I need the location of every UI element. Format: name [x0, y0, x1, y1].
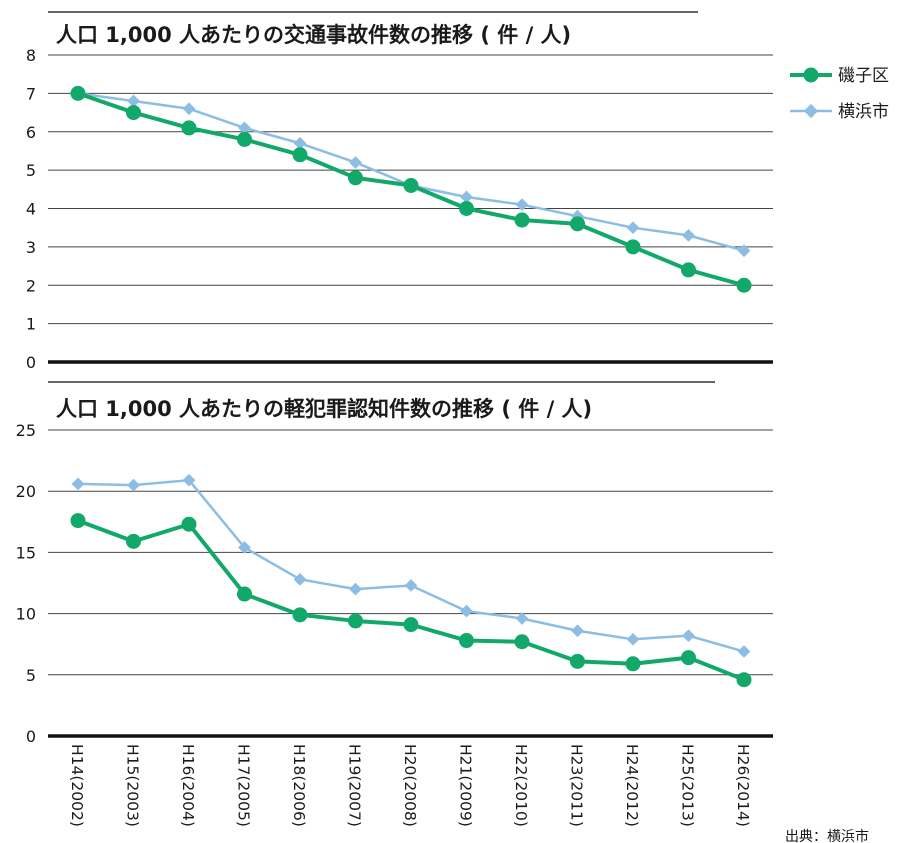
data-point-isogo: [70, 85, 86, 101]
x-tick-label: H19(2007): [346, 744, 364, 827]
x-tick-label: H25(2013): [679, 744, 697, 827]
data-point-isogo: [237, 131, 252, 147]
data-point-isogo: [681, 262, 696, 278]
data-point-isogo: [70, 513, 86, 529]
legend: 磯子区 横浜市: [790, 66, 889, 122]
petty-crime-chart: 人口 1,000 人あたりの軽犯罪認知件数の推移 ( 件 / 人) 0 5 10 15…: [16, 381, 773, 746]
data-point-yokohama: [182, 473, 196, 487]
data-point-yokohama: [127, 478, 140, 492]
chart-title: 人口 1,000 人あたりの交通事故件数の推移 ( 件 / 人): [56, 23, 571, 47]
y-tick-label: 8: [26, 46, 36, 65]
data-point-yokohama: [349, 582, 362, 596]
data-point-isogo: [348, 613, 363, 629]
source-note: 出典：横浜市: [785, 828, 869, 843]
data-point-isogo: [348, 170, 363, 186]
data-point-isogo: [459, 633, 474, 649]
x-tick-label: H14(2002): [68, 744, 86, 827]
y-tick-label: 0: [26, 727, 36, 746]
data-point-yokohama: [571, 624, 584, 638]
data-point-isogo: [514, 212, 530, 228]
data-point-isogo: [181, 120, 197, 136]
y-tick-label: 10: [16, 605, 36, 624]
y-tick-label: 0: [26, 353, 36, 372]
y-tick-label: 1: [26, 315, 36, 334]
data-point-isogo: [625, 239, 641, 255]
legend-swatch-marker: [803, 103, 819, 119]
data-point-isogo: [570, 216, 585, 232]
data-point-isogo: [736, 277, 752, 293]
data-point-isogo: [403, 617, 419, 633]
chart-title: 人口 1,000 人あたりの軽犯罪認知件数の推移 ( 件 / 人): [56, 397, 592, 421]
x-tick-label: H24(2012): [623, 744, 641, 827]
y-tick-label: 5: [26, 666, 36, 685]
data-point-isogo: [681, 650, 696, 666]
series-line-yokohama: [77, 92, 745, 252]
data-point-yokohama: [127, 94, 140, 108]
y-tick-label: 3: [26, 238, 36, 257]
data-point-isogo: [625, 656, 641, 672]
data-point-yokohama: [238, 121, 251, 135]
traffic-accidents-chart: 人口 1,000 人あたりの交通事故件数の推移 ( 件 / 人) 0 1 2 3 4 5 6…: [26, 11, 773, 372]
data-point-yokohama: [71, 477, 85, 491]
x-tick-label: H20(2008): [401, 744, 419, 827]
y-tick-label: 5: [26, 161, 36, 180]
data-point-yokohama: [293, 572, 307, 586]
data-point-isogo: [292, 147, 308, 163]
data-point-yokohama: [293, 136, 307, 150]
data-point-isogo: [237, 586, 252, 602]
data-point-yokohama: [682, 228, 695, 242]
legend-label: 磯子区: [838, 66, 889, 86]
data-point-yokohama: [182, 102, 196, 116]
data-point-yokohama: [626, 632, 640, 646]
y-tick-label: 4: [26, 200, 36, 219]
data-point-isogo: [570, 653, 585, 669]
data-point-yokohama: [682, 629, 695, 642]
data-point-isogo: [126, 533, 141, 549]
x-tick-label: H21(2009): [457, 744, 475, 827]
data-point-isogo: [292, 607, 308, 623]
y-tick-label: 25: [16, 421, 36, 440]
legend-swatch-marker: [803, 67, 819, 83]
data-point-isogo: [514, 634, 530, 650]
x-tick-label: H16(2004): [179, 744, 197, 827]
x-tick-label: H17(2005): [235, 744, 253, 827]
y-tick-label: 6: [26, 123, 36, 142]
data-point-isogo: [403, 177, 419, 193]
data-point-isogo: [459, 201, 474, 216]
data-point-isogo: [181, 516, 197, 532]
data-point-yokohama: [460, 604, 473, 618]
x-tick-label: H15(2003): [124, 744, 142, 827]
y-tick-label: 7: [26, 84, 36, 103]
data-point-yokohama: [404, 579, 418, 592]
x-tick-label: H22(2010): [512, 744, 530, 827]
data-point-isogo: [736, 672, 752, 688]
data-point-isogo: [126, 105, 141, 121]
y-tick-label: 15: [16, 543, 36, 562]
x-tick-label: H26(2014): [734, 744, 752, 827]
y-tick-label: 2: [26, 276, 36, 295]
data-point-yokohama: [349, 156, 362, 169]
x-axis-labels: H14(2002) H15(2003) H16(2004) H17(2005) H18(…: [68, 744, 752, 827]
data-point-yokohama: [737, 645, 751, 658]
data-point-yokohama: [460, 190, 473, 204]
x-tick-label: H18(2006): [290, 744, 308, 827]
x-tick-label: H23(2011): [568, 744, 586, 827]
y-tick-label: 20: [16, 482, 36, 501]
data-point-yokohama: [626, 221, 640, 235]
legend-label: 横浜市: [838, 102, 889, 122]
series-line-isogo: [77, 518, 745, 682]
data-point-yokohama: [737, 244, 751, 258]
legend-item-yokohama: 横浜市: [790, 102, 889, 122]
data-point-yokohama: [515, 198, 529, 212]
legend-item-isogo: 磯子区: [790, 66, 889, 86]
